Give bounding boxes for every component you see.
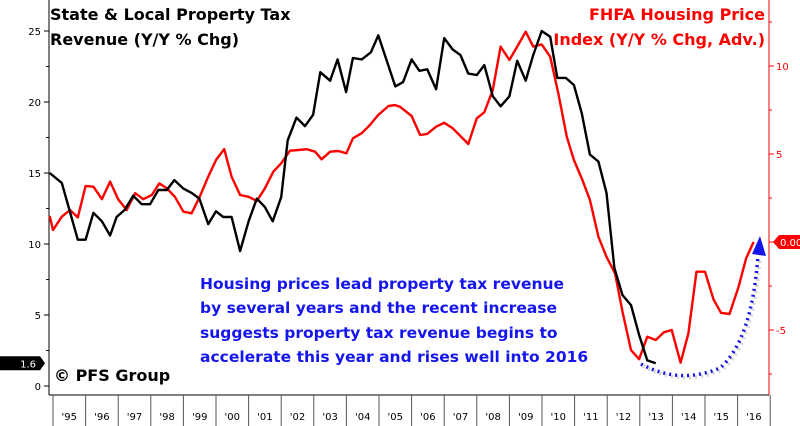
x-tick-label: '97 bbox=[127, 412, 142, 423]
left-tick-label: 20 bbox=[28, 98, 41, 109]
left-axis-title-line-1: State & Local Property Tax bbox=[50, 5, 291, 24]
x-tick-label: '99 bbox=[192, 412, 207, 423]
left-last-value-badge bbox=[0, 356, 45, 371]
x-tick-label: '96 bbox=[94, 412, 109, 423]
left-tick-label: 0 bbox=[35, 382, 41, 393]
right-last-value-label: 0.00 bbox=[780, 238, 800, 249]
copyright-label: © PFS Group bbox=[54, 366, 170, 385]
annotation-line-1: Housing prices lead property tax revenue bbox=[200, 275, 564, 293]
x-tick-label: '03 bbox=[322, 412, 337, 423]
right-axis-title-line-2: Index (Y/Y % Chg, Adv.) bbox=[553, 30, 765, 49]
annotation-line-3: suggests property tax revenue begins to bbox=[200, 324, 558, 342]
fhfa-hpi-line bbox=[48, 30, 755, 364]
left-tick-label: 5 bbox=[35, 311, 41, 322]
right-tick-label: 10 bbox=[776, 62, 789, 73]
arrowhead-icon bbox=[752, 236, 766, 256]
axes: 0 5 10 15 20 25 -5 5 10 '95 '96 '97 '98 '99 '00 '01 '02 '… bbox=[28, 0, 789, 426]
x-tick-label: '95 bbox=[62, 412, 77, 423]
x-tick-label: '10 bbox=[551, 412, 566, 423]
property-tax-revenue-line bbox=[48, 29, 657, 365]
x-tick-label: '11 bbox=[583, 412, 598, 423]
annotation-line-2: by several years and the recent increase bbox=[200, 299, 557, 317]
x-tick-label: '06 bbox=[420, 412, 435, 423]
x-tick-label: '09 bbox=[518, 412, 533, 423]
x-tick-label: '04 bbox=[355, 412, 370, 423]
right-last-value-badge bbox=[773, 235, 800, 249]
x-tick-label: '12 bbox=[616, 412, 631, 423]
left-tick-label: 15 bbox=[28, 169, 41, 180]
last-value-labels: 1.6 0.00 bbox=[0, 235, 800, 371]
annotation-arrow bbox=[640, 236, 766, 380]
x-tick-label: '14 bbox=[681, 412, 696, 423]
left-tick-label: 10 bbox=[28, 240, 41, 251]
x-tick-label: '16 bbox=[746, 412, 761, 423]
left-last-value-label: 1.6 bbox=[20, 359, 36, 370]
left-tick-label: 25 bbox=[28, 27, 41, 38]
x-tick-label: '02 bbox=[290, 412, 305, 423]
left-axis-title-line-2: Revenue (Y/Y % Chg) bbox=[50, 30, 239, 49]
right-tick-label: -5 bbox=[776, 326, 786, 337]
x-tick-label: '15 bbox=[714, 412, 729, 423]
x-tick-label: '13 bbox=[648, 412, 663, 423]
x-tick-label: '98 bbox=[159, 412, 174, 423]
right-axis-title-line-1: FHFA Housing Price bbox=[589, 5, 765, 24]
x-tick-label: '08 bbox=[485, 412, 500, 423]
right-tick-label: 5 bbox=[776, 150, 782, 161]
x-tick-label: '07 bbox=[453, 412, 468, 423]
x-tick-label: '01 bbox=[257, 412, 272, 423]
series-lines bbox=[48, 29, 755, 365]
x-tick-label: '05 bbox=[388, 412, 403, 423]
annotation-line-4: accelerate this year and rises well into… bbox=[200, 348, 588, 366]
x-tick-label: '00 bbox=[225, 412, 240, 423]
